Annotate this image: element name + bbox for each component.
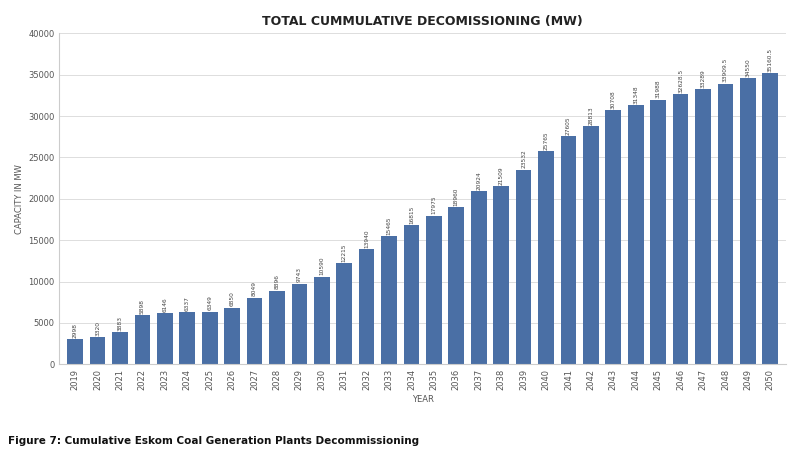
Bar [763, 73, 778, 364]
Bar [740, 78, 755, 364]
Text: 5898: 5898 [140, 299, 145, 314]
Text: 10590: 10590 [320, 257, 324, 275]
Text: 8896: 8896 [275, 274, 280, 289]
Text: 15465: 15465 [387, 216, 392, 235]
Bar [493, 186, 509, 364]
Text: 30708: 30708 [611, 90, 616, 109]
Bar [606, 110, 621, 364]
Bar [336, 263, 352, 364]
Bar [292, 284, 308, 364]
Text: 13940: 13940 [364, 229, 369, 248]
Bar [718, 84, 733, 364]
Text: 6850: 6850 [230, 292, 235, 306]
Bar [224, 307, 240, 364]
Text: 23532: 23532 [521, 149, 526, 168]
Bar [314, 277, 330, 364]
Text: 33909.5: 33909.5 [723, 58, 728, 82]
Bar [381, 236, 397, 364]
Text: 9743: 9743 [297, 267, 302, 283]
Text: 18960: 18960 [454, 188, 459, 206]
Bar [628, 105, 643, 364]
Text: 3320: 3320 [95, 320, 100, 336]
Bar [247, 297, 263, 364]
Bar [157, 313, 173, 364]
Bar [179, 312, 195, 364]
Text: 20924: 20924 [477, 171, 481, 190]
Text: 12215: 12215 [342, 243, 347, 262]
Bar [67, 339, 83, 364]
Bar [449, 207, 465, 364]
Bar [538, 151, 554, 364]
Text: 6146: 6146 [163, 297, 167, 312]
Text: 8049: 8049 [252, 281, 257, 297]
Text: 25765: 25765 [544, 131, 549, 150]
Bar [404, 225, 420, 364]
Bar [561, 136, 576, 364]
Bar [471, 191, 487, 364]
Text: 28813: 28813 [589, 106, 594, 125]
Bar [90, 337, 106, 364]
Text: 17975: 17975 [432, 196, 437, 214]
Bar [516, 170, 532, 364]
Text: 35160.5: 35160.5 [768, 48, 773, 72]
Text: 21509: 21509 [499, 166, 504, 185]
Text: 16815: 16815 [409, 206, 414, 224]
Text: 34550: 34550 [746, 58, 751, 77]
Text: 6337: 6337 [185, 296, 190, 310]
Bar [673, 94, 688, 364]
Text: Figure 7: Cumulative Eskom Coal Generation Plants Decommissioning: Figure 7: Cumulative Eskom Coal Generati… [8, 436, 419, 446]
Title: TOTAL CUMMULATIVE DECOMISSIONING (MW): TOTAL CUMMULATIVE DECOMISSIONING (MW) [262, 15, 583, 28]
Text: 6349: 6349 [207, 296, 212, 310]
Bar [650, 99, 666, 364]
Y-axis label: CAPACITY IN MW: CAPACITY IN MW [15, 164, 24, 234]
X-axis label: YEAR: YEAR [412, 395, 433, 404]
Bar [135, 315, 151, 364]
Text: 31348: 31348 [634, 85, 638, 104]
Bar [202, 312, 218, 364]
Text: 31988: 31988 [656, 80, 661, 99]
Bar [426, 216, 442, 364]
Bar [583, 126, 598, 364]
Bar [359, 249, 375, 364]
Bar [695, 89, 710, 364]
Bar [269, 291, 285, 364]
Text: 33289: 33289 [701, 69, 706, 88]
Text: 3883: 3883 [118, 316, 123, 331]
Text: 2998: 2998 [73, 323, 78, 338]
Text: 27605: 27605 [566, 116, 571, 135]
Bar [112, 332, 128, 364]
Text: 32628.5: 32628.5 [678, 69, 683, 93]
